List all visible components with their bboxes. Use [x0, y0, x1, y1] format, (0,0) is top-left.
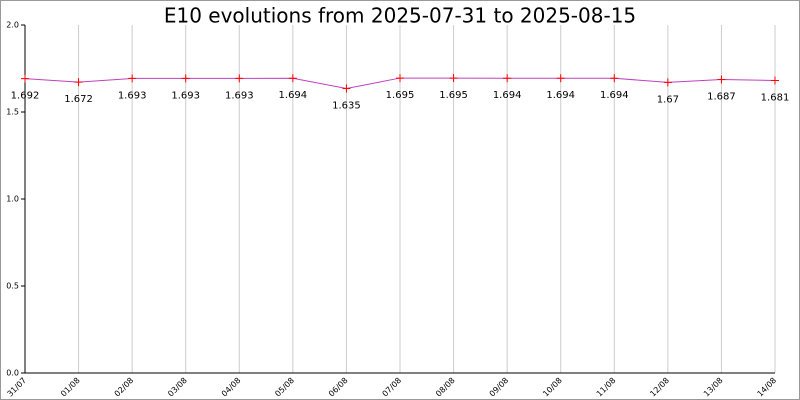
data-point	[181, 74, 190, 83]
data-point	[128, 74, 137, 83]
data-label: 1.692	[11, 91, 40, 102]
chart-title: E10 evolutions from 2025-07-31 to 2025-0…	[164, 4, 636, 28]
data-label: 1.693	[118, 90, 147, 101]
data-label: 1.693	[225, 90, 254, 101]
data-label: 1.694	[493, 90, 522, 101]
y-tick-label: 0.5	[6, 282, 19, 291]
y-tick-label: 1.5	[6, 108, 19, 117]
data-point	[717, 75, 726, 84]
data-point	[556, 74, 565, 83]
data-point	[610, 74, 619, 83]
data-label: 1.67	[657, 94, 679, 105]
data-point	[288, 74, 297, 83]
data-label: 1.694	[600, 90, 629, 101]
data-label: 1.695	[439, 90, 468, 101]
data-point	[235, 74, 244, 83]
data-point	[771, 76, 779, 85]
y-tick-label: 1.0	[6, 195, 19, 204]
data-label: 1.687	[707, 91, 736, 102]
data-point	[449, 74, 458, 83]
data-point	[342, 84, 351, 93]
data-point	[503, 74, 512, 83]
data-label: 1.694	[279, 90, 308, 101]
data-point	[663, 78, 672, 87]
data-point	[21, 74, 29, 83]
data-label: 1.681	[761, 93, 790, 104]
y-tick-label: 0.0	[6, 369, 19, 378]
data-label: 1.635	[332, 101, 361, 112]
data-label: 1.694	[546, 90, 575, 101]
data-point	[396, 74, 404, 83]
y-tick-label: 2.0	[6, 21, 19, 30]
data-point	[74, 78, 83, 87]
data-label: 1.695	[386, 90, 415, 101]
data-label: 1.693	[171, 90, 200, 101]
data-label: 1.672	[64, 94, 93, 105]
